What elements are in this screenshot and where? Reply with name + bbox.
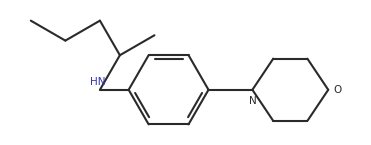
- Text: O: O: [333, 85, 341, 95]
- Text: HN: HN: [90, 77, 106, 87]
- Text: N: N: [249, 96, 256, 106]
